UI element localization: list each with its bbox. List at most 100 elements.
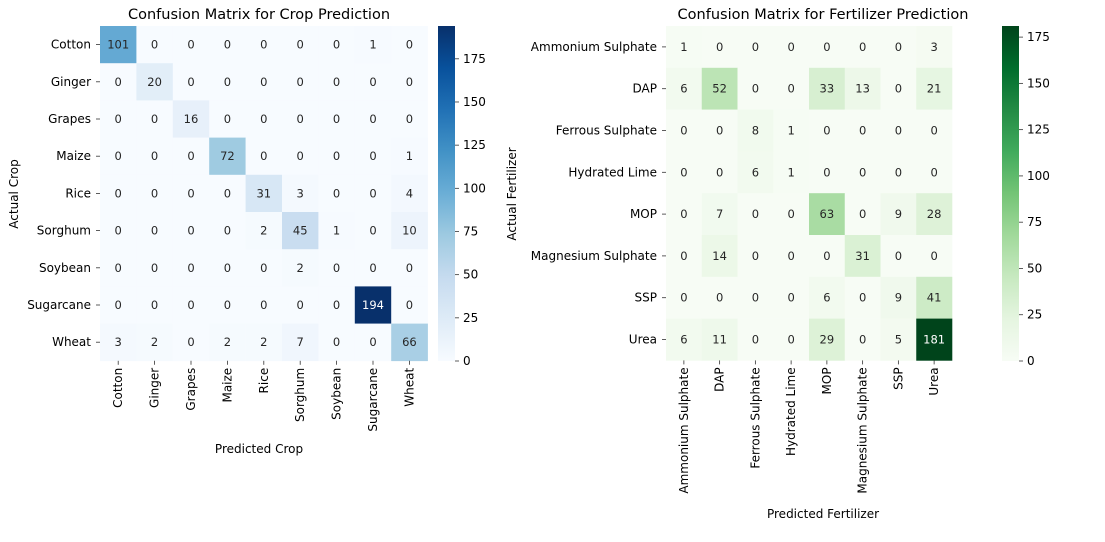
fertilizer-x-tick-label: Ammonium Sulphate <box>677 367 691 493</box>
crop-heatmap-cell <box>100 174 137 213</box>
fertilizer-heatmap-cell <box>880 67 917 110</box>
fertilizer-cell-value-label: 13 <box>855 82 870 96</box>
crop-cell-value-label: 45 <box>293 224 308 238</box>
crop-heatmap-cell <box>318 174 356 213</box>
crop-cell-value-label: 0 <box>151 261 158 275</box>
crop-cell-value-label: 0 <box>333 261 340 275</box>
fertilizer-heatmap-cell <box>773 318 810 361</box>
fertilizer-cell-value-label: 3 <box>930 40 937 54</box>
fertilizer-heatmap-cell <box>737 193 774 236</box>
crop-cell-value-label: 0 <box>115 298 122 312</box>
crop-heatmap-cell <box>354 100 392 138</box>
fertilizer-heatmap-cell <box>880 276 917 319</box>
fertilizer-heatmap-cell <box>737 276 774 319</box>
crop-cell-value-label: 0 <box>224 38 231 52</box>
crop-cell-value-label: 0 <box>187 335 194 349</box>
fertilizer-colorbar-tick-label: 25 <box>1027 308 1042 322</box>
crop-cell-value-label: 10 <box>402 224 417 238</box>
crop-heatmap-cell <box>391 26 428 64</box>
fertilizer-cell-value-label: 0 <box>823 124 830 138</box>
fertilizer-heatmap-cell <box>880 109 917 152</box>
crop-x-tick-label: Maize <box>220 368 234 403</box>
crop-x-tick-label: Grapes <box>184 368 198 411</box>
crop-cell-value-label: 0 <box>224 112 231 126</box>
fertilizer-cell-value-label: 0 <box>859 291 866 305</box>
fertilizer-y-tick-label: Magnesium Sulphate <box>531 249 657 263</box>
fertilizer-cell-value-label: 6 <box>680 333 687 347</box>
fertilizer-heatmap-cell <box>844 109 881 152</box>
crop-heatmap-cell <box>100 137 137 176</box>
crop-heatmap-cell <box>100 249 137 287</box>
crop-heatmap-cell <box>354 249 392 287</box>
fertilizer-cell-value-label: 0 <box>895 82 902 96</box>
crop-cell-value-label: 0 <box>224 186 231 200</box>
crop-cell-value-label: 0 <box>224 298 231 312</box>
fertilizer-heatmap-cell <box>701 26 738 69</box>
fertilizer-heatmap-cell <box>701 276 738 319</box>
crop-cell-value-label: 2 <box>260 224 267 238</box>
crop-cell-value-label: 0 <box>260 38 267 52</box>
crop-heatmap-cell <box>245 174 283 213</box>
fertilizer-heatmap-cell <box>701 235 738 278</box>
crop-x-tick-label: Sorghum <box>293 368 307 422</box>
fertilizer-heatmap-cell <box>844 193 881 236</box>
fertilizer-y-tick-label: SSP <box>635 291 657 305</box>
fertilizer-heatmap-cell <box>701 193 738 236</box>
crop-heatmap-cell <box>245 323 283 362</box>
crop-cell-value-label: 66 <box>402 335 417 349</box>
crop-cell-value-label: 3 <box>115 335 122 349</box>
fertilizer-cell-value-label: 33 <box>820 82 835 96</box>
crop-cell-value-label: 0 <box>187 298 194 312</box>
fertilizer-heatmap-cell <box>916 67 953 110</box>
crop-heatmap-cell <box>318 286 356 324</box>
crop-cell-value-label: 3 <box>297 186 304 200</box>
fertilizer-colorbar-tick-label: 125 <box>1027 123 1050 137</box>
fertilizer-cell-value-label: 1 <box>787 124 794 138</box>
fertilizer-y-tick-label: DAP <box>633 82 657 96</box>
fertilizer-heatmap-cell <box>880 26 917 69</box>
crop-colorbar-tick-label: 50 <box>463 268 478 282</box>
fertilizer-cell-value-label: 0 <box>680 291 687 305</box>
crop-cell-value-label: 0 <box>406 298 413 312</box>
crop-cell-value-label: 0 <box>115 149 122 163</box>
crop-heatmap-cell <box>100 212 137 250</box>
fertilizer-heatmap-cell <box>809 193 846 236</box>
crop-heatmap-cell <box>391 286 428 324</box>
crop-heatmap-cell <box>172 323 210 362</box>
crop-heatmap-cell <box>318 137 356 176</box>
crop-heatmap-cell <box>354 323 392 362</box>
crop-cell-value-label: 0 <box>333 335 340 349</box>
fertilizer-heatmap-cell <box>773 151 810 194</box>
fertilizer-cell-value-label: 0 <box>787 249 794 263</box>
fertilizer-colorbar-tick-label: 0 <box>1027 354 1035 368</box>
fertilizer-confusion-matrix: Confusion Matrix for Fertilizer Predicti… <box>505 7 1050 521</box>
fertilizer-x-tick-label: Urea <box>927 367 941 395</box>
crop-heatmap-cell <box>136 249 174 287</box>
fertilizer-cell-value-label: 1 <box>680 40 687 54</box>
fertilizer-cell-value-label: 11 <box>712 333 727 347</box>
fertilizer-cell-value-label: 7 <box>716 207 723 221</box>
crop-heatmap-cell <box>391 323 428 362</box>
crop-heatmap-cell <box>172 100 210 138</box>
crop-y-tick-label: Grapes <box>48 112 91 126</box>
crop-cell-value-label: 0 <box>151 38 158 52</box>
fertilizer-cell-value-label: 0 <box>752 333 759 347</box>
fertilizer-cell-value-label: 0 <box>930 124 937 138</box>
crop-heatmap-cell <box>136 137 174 176</box>
crop-cell-value-label: 0 <box>333 112 340 126</box>
fertilizer-heatmap-cell <box>809 26 846 69</box>
crop-cell-value-label: 0 <box>187 261 194 275</box>
fertilizer-cell-value-label: 0 <box>787 291 794 305</box>
crop-cell-value-label: 0 <box>187 224 194 238</box>
crop-heatmap-cell <box>209 249 246 287</box>
crop-cell-value-label: 2 <box>224 335 231 349</box>
fertilizer-x-axis-label: Predicted Fertilizer <box>767 507 879 521</box>
crop-cell-value-label: 0 <box>333 186 340 200</box>
fertilizer-heatmap-cell <box>666 151 703 194</box>
fertilizer-heatmap-cell <box>737 26 774 69</box>
crop-cell-value-label: 0 <box>187 186 194 200</box>
crop-heatmap-cell <box>282 286 319 324</box>
fertilizer-cell-value-label: 0 <box>752 40 759 54</box>
crop-heatmap-cell <box>172 174 210 213</box>
fertilizer-y-axis-label: Actual Fertilizer <box>505 147 519 240</box>
